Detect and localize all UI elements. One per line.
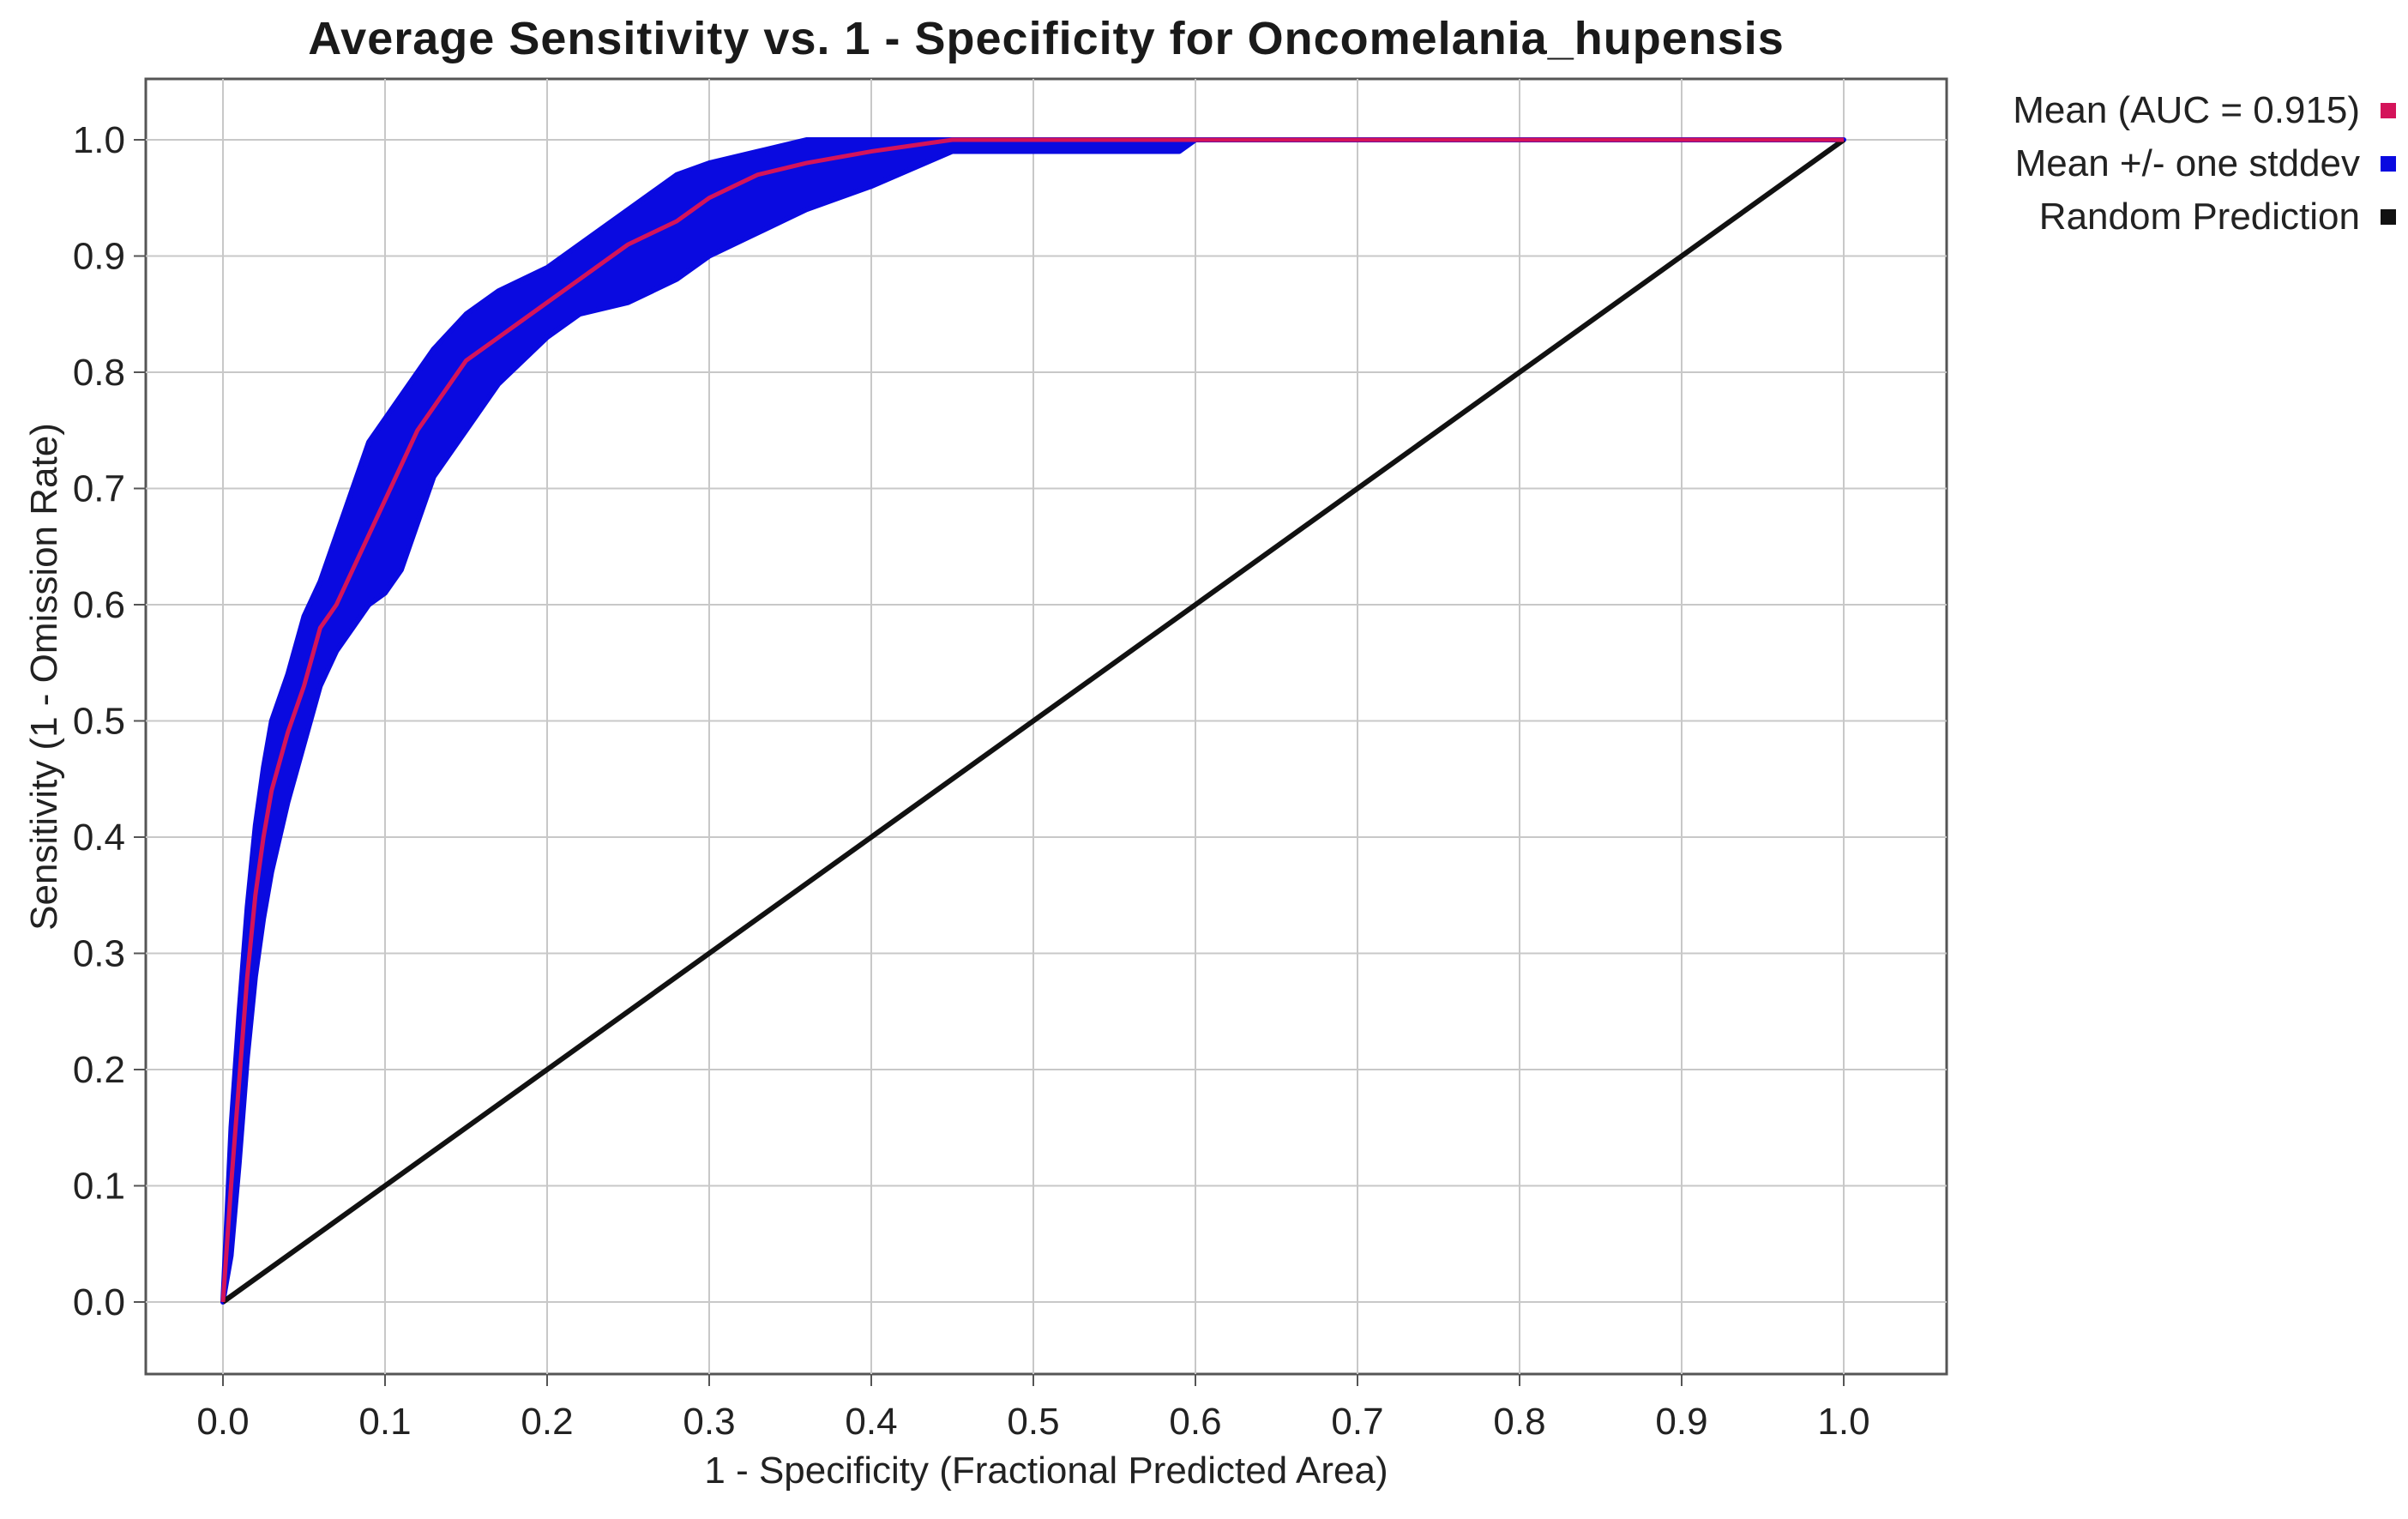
grid-lines xyxy=(134,79,1947,1386)
random-prediction-line xyxy=(221,137,1845,1305)
x-tick-label: 0.9 xyxy=(1655,1401,1707,1443)
x-tick-label: 1.0 xyxy=(1817,1401,1869,1443)
legend-item-mean: Mean (AUC = 0.915) xyxy=(1955,89,2401,142)
x-tick-label: 0.6 xyxy=(1169,1401,1221,1443)
x-tick-label: 0.1 xyxy=(358,1401,411,1443)
x-axis-label: 1 - Specificity (Fractional Predicted Ar… xyxy=(704,1450,1388,1492)
legend-label-mean: Mean (AUC = 0.915) xyxy=(2013,89,2360,131)
y-tick-label: 0.2 xyxy=(73,1049,125,1091)
legend-label-stddev: Mean +/- one stddev xyxy=(2014,142,2360,184)
legend-swatch-random xyxy=(2381,209,2396,225)
tick-labels: 0.0 0.1 0.2 0.3 0.4 0.5 0.6 0.7 0.8 0.9 1.0 0.0 0.1 0… xyxy=(73,119,1870,1443)
x-tick-label: 0.5 xyxy=(1007,1401,1059,1443)
legend-item-random: Random Prediction xyxy=(1955,196,2401,249)
x-tick-label: 0.4 xyxy=(845,1401,897,1443)
x-tick-label: 0.8 xyxy=(1493,1401,1545,1443)
y-tick-label: 0.4 xyxy=(73,817,125,859)
y-tick-label: 0.7 xyxy=(73,468,125,510)
legend: Mean (AUC = 0.915) Mean +/- one stddev R… xyxy=(1955,89,2401,249)
x-tick-label: 0.0 xyxy=(196,1401,249,1443)
y-axis-label-text: Sensitivity (1 - Omission Rate) xyxy=(23,423,65,931)
x-tick-label: 0.7 xyxy=(1331,1401,1383,1443)
y-tick-label: 0.1 xyxy=(73,1166,125,1208)
legend-swatch-stddev xyxy=(2381,156,2396,172)
y-tick-label: 0.5 xyxy=(73,701,125,743)
legend-swatch-mean xyxy=(2381,103,2396,118)
legend-item-stddev: Mean +/- one stddev xyxy=(1955,142,2401,196)
x-tick-label: 0.2 xyxy=(521,1401,573,1443)
y-tick-label: 0.8 xyxy=(73,352,125,394)
series-lines xyxy=(220,137,1845,1305)
y-tick-label: 1.0 xyxy=(73,119,125,161)
x-tick-label: 0.3 xyxy=(683,1401,735,1443)
plot-frame xyxy=(144,77,1948,1376)
y-tick-label: 0.0 xyxy=(73,1281,125,1323)
y-tick-label: 0.6 xyxy=(73,584,125,626)
legend-label-random: Random Prediction xyxy=(2038,196,2360,238)
mean-line xyxy=(220,137,1844,1303)
y-tick-label: 0.9 xyxy=(73,236,125,278)
chart-title: Average Sensitivity vs. 1 - Specificity … xyxy=(308,13,1785,64)
y-tick-label: 0.3 xyxy=(73,933,125,975)
